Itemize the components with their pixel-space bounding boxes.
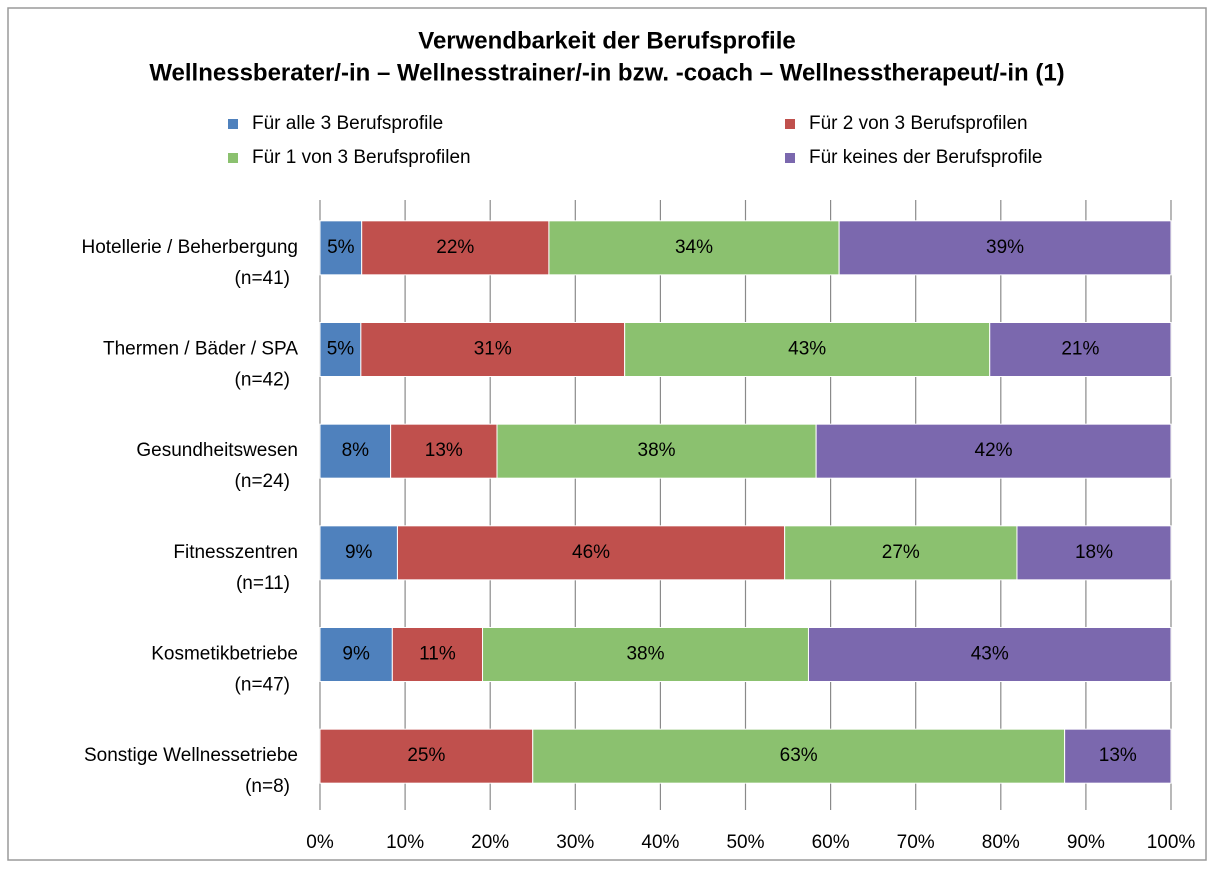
bar-segment [838,220,1172,276]
x-tick-label: 60% [812,832,850,853]
data-label: 5% [327,339,355,360]
x-tick-label: 80% [982,832,1020,853]
bar-segment [496,423,817,479]
data-label: 34% [675,237,713,258]
data-label: 46% [572,542,610,563]
bar-segment [390,423,498,479]
data-label: 22% [436,237,474,258]
category-note: (n=47) [235,675,290,696]
legend-label: Für 1 von 3 Berufsprofilen [252,147,471,168]
x-tick-label: 100% [1147,832,1196,853]
bar-segment [319,627,393,682]
bar-segment [396,525,786,581]
data-label: 5% [327,237,355,258]
data-label: 18% [1075,542,1113,563]
data-label: 42% [975,440,1013,461]
category-label: Sonstige Wellnessetriebe [84,745,298,766]
legend-swatch [228,153,238,163]
legend-label: Für 2 von 3 Berufsprofilen [809,113,1028,134]
legend-swatch [785,119,795,129]
category-label: Thermen / Bäder / SPA [103,339,298,360]
x-tick-label: 10% [386,832,424,853]
bar-segment [391,627,484,682]
data-label: 8% [342,440,370,461]
bar-segment [319,220,363,276]
bar-segment [482,627,809,682]
data-label: 38% [626,644,664,665]
x-tick-label: 50% [726,832,764,853]
category-label: Gesundheitswesen [136,440,298,461]
x-tick-label: 90% [1067,832,1105,853]
data-label: 25% [407,745,445,766]
bar-segment [319,728,534,784]
chart-title: Verwendbarkeit der Berufsprofile [418,27,795,54]
x-tick-label: 70% [897,832,935,853]
x-tick-label: 30% [556,832,594,853]
legend-label: Für keines der Berufsprofile [809,147,1042,168]
x-tick-label: 0% [306,832,334,853]
data-label: 31% [474,339,512,360]
data-label: 38% [638,440,676,461]
chart-subtitle: Wellnessberater/-in – Wellnesstrainer/-i… [149,59,1064,86]
bar-segment [1016,525,1172,581]
data-label: 43% [971,644,1009,665]
bar-segment [319,322,362,377]
category-note: (n=24) [235,471,290,492]
bar-segment [361,220,550,276]
data-label: 21% [1061,339,1099,360]
data-label: 9% [342,644,370,665]
bar-segment [319,525,398,581]
category-note: (n=8) [245,776,290,797]
data-label: 27% [882,542,920,563]
data-label: 9% [345,542,373,563]
x-tick-label: 40% [641,832,679,853]
data-label: 13% [1099,745,1137,766]
bar-segment [548,220,840,276]
category-note: (n=11) [236,573,290,594]
bar-segment [807,627,1172,682]
data-label: 11% [419,644,456,665]
bar-segment [815,423,1172,479]
bar-segment [1064,728,1172,784]
data-label: 43% [788,339,826,360]
bar-segment [989,322,1172,377]
category-note: (n=42) [235,370,290,391]
bar-segment [532,728,1066,784]
category-label: Hotellerie / Beherbergung [81,237,298,258]
data-label: 63% [780,745,818,766]
x-tick-label: 20% [471,832,509,853]
category-label: Fitnesszentren [173,542,298,563]
data-label: 13% [425,440,463,461]
bar-segment [784,525,1018,581]
legend-swatch [785,153,795,163]
legend-swatch [228,119,238,129]
data-label: 39% [986,237,1024,258]
bar-segment [319,423,392,479]
category-note: (n=41) [235,268,290,289]
legend-label: Für alle 3 Berufsprofile [252,113,443,134]
category-label: Kosmetikbetriebe [151,644,298,665]
bar-segment [360,322,626,377]
